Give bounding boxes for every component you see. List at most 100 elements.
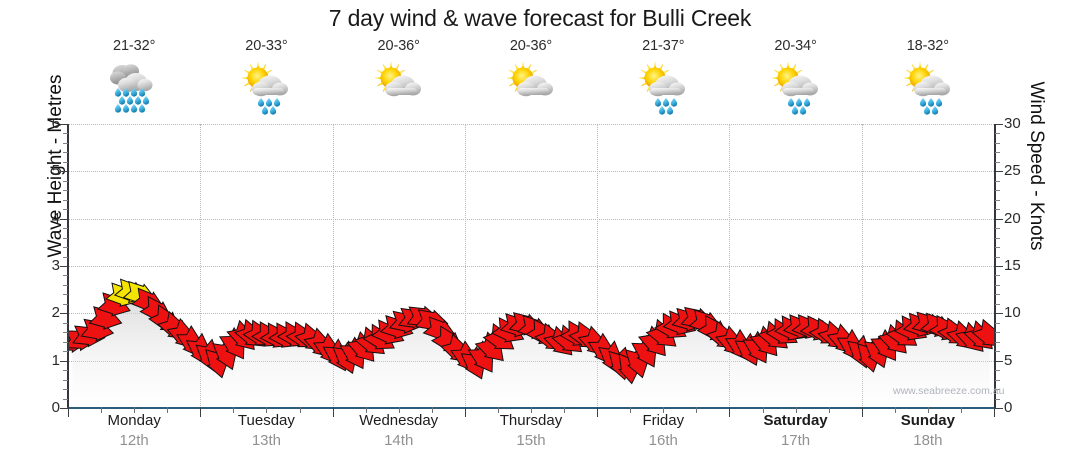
day-name-label: Saturday bbox=[763, 412, 828, 429]
x-axis-minor-tick bbox=[630, 407, 632, 413]
gridline-vertical bbox=[861, 124, 863, 408]
temperature-range-label: 20-36° bbox=[377, 38, 420, 54]
x-axis-minor-tick bbox=[167, 407, 169, 413]
sun-cloud-icon bbox=[506, 61, 553, 97]
x-axis-minor-tick bbox=[795, 407, 797, 413]
left-axis-minor-tick bbox=[63, 133, 68, 135]
left-axis-minor-tick bbox=[63, 370, 68, 372]
right-axis-tick bbox=[995, 218, 1003, 220]
wave-height-area bbox=[72, 294, 990, 408]
plot-area: 0 1 2 3 4 5 6 0 5 10 15 20 25 30 bbox=[52, 115, 1021, 417]
right-axis-tick bbox=[995, 408, 1003, 409]
left-axis-minor-tick bbox=[63, 275, 68, 277]
right-axis-minor-tick bbox=[995, 180, 1000, 182]
right-axis-minor-tick bbox=[995, 398, 1000, 400]
left-axis-tick bbox=[60, 266, 68, 267]
x-axis-minor-tick bbox=[431, 407, 433, 413]
left-axis-minor-tick bbox=[63, 247, 68, 249]
left-axis-tick bbox=[60, 171, 68, 173]
x-axis-day-tick bbox=[729, 407, 731, 417]
x-axis-minor-tick bbox=[299, 407, 301, 413]
left-axis-tick bbox=[60, 218, 68, 220]
gridline-horizontal bbox=[68, 266, 994, 267]
right-axis-minor-tick bbox=[995, 284, 1000, 286]
right-axis-tick-label: 25 bbox=[1004, 162, 1021, 180]
left-axis-minor-tick bbox=[63, 351, 68, 353]
sun-cloud-rain-icon bbox=[771, 61, 818, 115]
x-axis-minor-tick bbox=[134, 407, 136, 413]
left-axis-tick-label: 0 bbox=[51, 399, 60, 416]
day-header-monday: 21-32° bbox=[68, 36, 200, 122]
right-axis-tick-label: 20 bbox=[1004, 209, 1021, 227]
gridline-vertical bbox=[332, 124, 334, 408]
day-name-label: Friday bbox=[642, 412, 685, 429]
sun-cloud-rain-icon bbox=[241, 61, 289, 115]
left-axis-minor-tick bbox=[63, 389, 68, 391]
left-axis-minor-tick bbox=[63, 199, 68, 201]
day-footer-thursday: Thursday 15th bbox=[465, 412, 597, 449]
right-axis-minor-tick bbox=[995, 351, 1000, 353]
x-axis-day-tick bbox=[861, 407, 863, 417]
left-axis-tick bbox=[60, 408, 68, 409]
right-axis-tick bbox=[995, 171, 1003, 173]
weather-icon-wrapper bbox=[105, 58, 163, 121]
day-footer-tuesday: Tuesday 13th bbox=[200, 412, 332, 449]
day-date-label: 16th bbox=[648, 432, 678, 449]
right-axis-minor-tick bbox=[995, 209, 1000, 211]
left-axis-minor-tick bbox=[63, 209, 68, 211]
day-header-tuesday: 20-33° bbox=[200, 36, 332, 122]
left-axis-minor-tick bbox=[63, 161, 68, 163]
x-axis-day-tick bbox=[332, 407, 334, 417]
left-axis-minor-tick bbox=[63, 180, 68, 182]
right-axis-minor-tick bbox=[995, 199, 1000, 201]
day-header-thursday: 20-36° bbox=[465, 36, 597, 122]
left-axis-minor-tick bbox=[63, 142, 68, 144]
sun-cloud-icon bbox=[374, 61, 421, 97]
right-axis-minor-tick bbox=[995, 275, 1000, 277]
x-axis-minor-tick bbox=[531, 407, 532, 413]
temperature-range-label: 20-34° bbox=[774, 38, 817, 54]
x-axis-minor-tick bbox=[927, 407, 929, 413]
right-axis-minor-tick bbox=[995, 152, 1000, 154]
right-axis-tick bbox=[995, 313, 1003, 315]
weather-icon-wrapper bbox=[767, 58, 825, 121]
temperature-range-label: 21-32° bbox=[112, 38, 156, 54]
day-footer-strip: Monday 12th Tuesday 13th Wednesday 14th Thursd… bbox=[68, 412, 995, 472]
right-axis-tick-label: 10 bbox=[1004, 304, 1021, 322]
day-name-label: Monday bbox=[107, 412, 161, 429]
x-axis-minor-tick bbox=[564, 407, 566, 413]
day-header-sunday: 18-32° bbox=[862, 36, 994, 122]
right-axis-minor-tick bbox=[995, 228, 1000, 230]
left-axis-minor-tick bbox=[63, 190, 68, 192]
x-axis-day-tick bbox=[68, 407, 69, 417]
wind-arrow-layer bbox=[68, 278, 994, 385]
left-axis-tick bbox=[60, 124, 68, 125]
left-axis-tick-label: 6 bbox=[51, 115, 60, 132]
day-date-label: 15th bbox=[516, 432, 546, 449]
right-axis-minor-tick bbox=[995, 190, 1000, 192]
right-axis-tick-label: 5 bbox=[1004, 351, 1013, 369]
x-axis-minor-tick bbox=[894, 407, 896, 413]
right-axis-minor-tick bbox=[995, 341, 1000, 343]
day-footer-friday: Friday 16th bbox=[597, 412, 729, 449]
left-axis-minor-tick bbox=[63, 228, 68, 230]
left-axis-tick-label: 5 bbox=[51, 162, 60, 180]
day-header-saturday: 20-34° bbox=[729, 36, 861, 122]
wind-arrow-glyph bbox=[971, 318, 994, 347]
x-axis-minor-tick bbox=[233, 407, 235, 413]
right-axis-minor-tick bbox=[995, 247, 1000, 249]
left-axis-minor-tick bbox=[63, 398, 68, 400]
weather-icon-wrapper bbox=[370, 58, 428, 121]
watermark: www.seabreeze.com.au bbox=[893, 385, 1005, 397]
gridline-vertical bbox=[729, 124, 731, 408]
right-axis-minor-tick bbox=[995, 237, 1000, 239]
x-axis-minor-tick bbox=[497, 407, 499, 413]
right-axis-tick-label: 0 bbox=[1004, 399, 1013, 416]
rain-cloud-icon bbox=[110, 64, 153, 113]
day-footer-saturday: Saturday 17th bbox=[729, 412, 861, 449]
day-name-label: Tuesday bbox=[237, 412, 295, 429]
left-axis-minor-tick bbox=[63, 303, 68, 305]
x-axis-minor-tick bbox=[101, 407, 103, 413]
right-axis-minor-tick bbox=[995, 370, 1000, 372]
